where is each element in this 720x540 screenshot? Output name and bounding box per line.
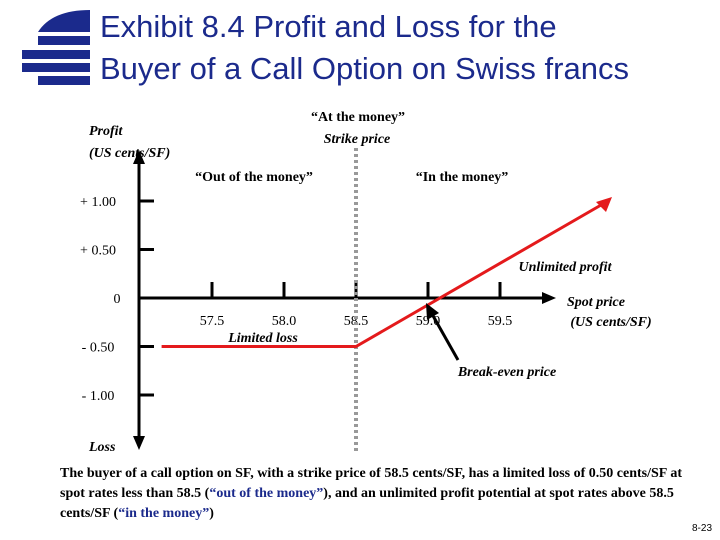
- break-even-label: Break-even price: [457, 365, 556, 380]
- unlimited-profit-label: Unlimited profit: [519, 260, 613, 275]
- caption: The buyer of a call option on SF, with a…: [60, 464, 700, 524]
- series: [161, 148, 612, 452]
- caption-part-1: The buyer of a call option on SF, with a…: [60, 466, 682, 501]
- y-axis-arrow-down: [133, 436, 145, 450]
- caption-part-3: ): [209, 506, 214, 521]
- x-tick-label: 58.5: [344, 314, 369, 329]
- title-line-2: Buyer of a Call Option on Swiss francs: [100, 51, 629, 86]
- y-tick-label: + 0.50: [80, 244, 116, 259]
- in-the-money-label: “In the money”: [416, 170, 509, 185]
- x-tick-label: 57.5: [200, 314, 225, 329]
- y-tick-label: - 0.50: [82, 341, 115, 356]
- strike-price-label: Strike price: [324, 132, 391, 147]
- payoff-arrowhead: [596, 197, 612, 212]
- x-axis-label-line-2: (US cents/SF): [570, 315, 651, 330]
- x-tick-label: 58.0: [272, 314, 297, 329]
- x-tick-label: 59.5: [488, 314, 513, 329]
- logo-icon: [22, 10, 90, 85]
- limited-loss-label: Limited loss: [227, 331, 298, 346]
- x-axis-arrow: [542, 292, 556, 304]
- chart-labels: Profit (US cents/SF) Loss Spot price (US cen…: [88, 110, 652, 455]
- y-axis-label-line-2: (US cents/SF): [89, 146, 170, 161]
- axes: [133, 150, 556, 450]
- caption-part-2: ), and an unlimited profit potential at …: [60, 486, 674, 521]
- y-ticks: + 1.00 + 0.50 0 - 0.50 - 1.00: [80, 195, 154, 404]
- y-axis-arrow-up: [133, 150, 145, 164]
- y-tick-label: 0: [114, 292, 121, 307]
- y-tick-label: + 1.00: [80, 195, 116, 210]
- title-line-1: Exhibit 8.4 Profit and Loss for the: [100, 9, 557, 44]
- x-axis-label-line-1: Spot price: [567, 295, 625, 310]
- y-axis-label-line-1: Profit: [89, 124, 124, 139]
- payoff-chart: + 1.00 + 0.50 0 - 0.50 - 1.00 57.5 58.0 58.5 59…: [80, 110, 652, 455]
- page-title: Exhibit 8.4 Profit and Loss for the Buye…: [100, 6, 710, 90]
- at-the-money-label: “At the money”: [311, 110, 405, 125]
- y-axis-loss-label: Loss: [88, 440, 116, 455]
- payoff-line: [161, 199, 609, 348]
- y-tick-label: - 1.00: [82, 389, 115, 404]
- out-of-the-money-label: “Out of the money”: [195, 170, 313, 185]
- caption-itm: “in the money”: [118, 506, 210, 521]
- x-ticks: 57.5 58.0 58.5 59.0 59.5: [200, 282, 513, 329]
- break-even-pointer: [430, 313, 460, 361]
- page-number: 8-23: [691, 523, 712, 534]
- caption-otm: “out of the money”: [209, 486, 324, 501]
- break-even-arrowhead: [426, 303, 439, 320]
